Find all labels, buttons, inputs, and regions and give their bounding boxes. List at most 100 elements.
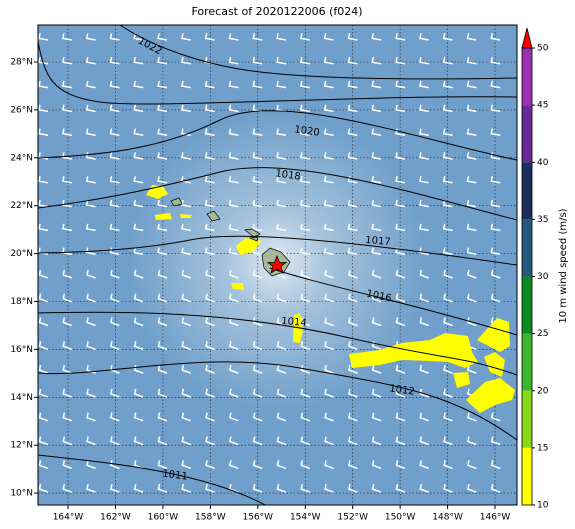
wind-barb — [86, 412, 96, 422]
wind-barb — [466, 104, 477, 113]
wind-barb — [276, 364, 287, 374]
lat-label: 22°N — [10, 201, 33, 211]
wind-barb — [300, 436, 311, 446]
wind-barb — [276, 341, 287, 351]
wind-barb — [371, 57, 382, 65]
wind-barb — [109, 33, 120, 41]
wind-barb — [157, 412, 168, 422]
wind-barb — [324, 317, 334, 327]
wind-barb — [252, 152, 263, 160]
wind-barb — [323, 33, 334, 41]
wind-barb — [157, 460, 168, 470]
wind-barb — [419, 33, 429, 41]
wind-barb — [466, 176, 477, 184]
wind-barb — [442, 33, 453, 41]
wind-barb — [252, 317, 263, 327]
wind-barb — [252, 293, 263, 303]
wind-barb — [229, 269, 239, 279]
wind-barb — [467, 460, 477, 470]
wind-barb — [442, 57, 453, 65]
lat-label: 16°N — [10, 345, 33, 355]
wind-barb — [110, 460, 120, 470]
wind-barb — [85, 199, 96, 208]
wind-barb — [442, 152, 453, 160]
wind-barb — [466, 33, 477, 41]
wind-barb — [181, 293, 192, 303]
wind-barb — [252, 341, 263, 351]
wind-barb — [62, 293, 73, 303]
wind-barb — [181, 364, 192, 374]
wind-barb — [133, 364, 144, 374]
colorbar-extend — [521, 27, 533, 49]
wind-barb — [157, 223, 168, 232]
wind-barb — [109, 176, 120, 184]
colorbar-tick-label: 50 — [537, 44, 549, 54]
wind-barb — [86, 364, 96, 374]
wind-barb — [276, 293, 287, 303]
wind-barb — [133, 223, 144, 232]
wind-barb — [205, 483, 215, 493]
lat-label: 18°N — [10, 297, 33, 307]
wind-barb — [109, 80, 120, 89]
wind-barb — [419, 104, 429, 113]
wind-barb — [38, 80, 49, 89]
wind-barb — [157, 199, 168, 208]
wind-barb — [86, 317, 96, 327]
wind-barb — [157, 128, 168, 136]
wind-barb — [252, 483, 263, 493]
wind-barb — [348, 460, 358, 470]
wind-barb — [228, 247, 239, 255]
lat-label: 26°N — [10, 105, 33, 115]
wind-barb — [85, 128, 96, 136]
wind-barb — [371, 364, 382, 374]
isobar-label: 1018 — [275, 168, 302, 182]
wind-barb — [490, 104, 501, 113]
wind-barb — [300, 80, 310, 89]
wind-barb — [228, 104, 239, 113]
wind-barb — [419, 412, 430, 422]
wind-barb — [133, 176, 144, 184]
wind-barb — [181, 128, 191, 136]
wind-barb — [324, 460, 334, 470]
wind-barb — [300, 33, 310, 41]
wind-barb — [395, 104, 406, 113]
location-star — [266, 254, 288, 274]
lat-label: 10°N — [10, 489, 33, 499]
wind-barb — [62, 341, 73, 351]
wind-barb — [157, 104, 168, 113]
wind-barb — [110, 341, 120, 351]
isobar-label: 1012 — [389, 383, 416, 397]
wind-barb — [157, 483, 168, 493]
colorbar-tick-label: 15 — [537, 443, 548, 453]
wind-barb — [466, 152, 477, 160]
wind-barb — [443, 412, 453, 422]
wind-barb — [395, 436, 406, 446]
wind-barb — [157, 247, 168, 255]
wind-barb — [276, 460, 287, 470]
wind-barb — [133, 293, 144, 303]
wind-barb — [348, 341, 358, 351]
wind-barb — [109, 199, 120, 208]
wind-barb — [110, 388, 120, 398]
wind-barb — [204, 152, 215, 160]
wind-barb — [157, 317, 168, 327]
wind-barb — [38, 436, 49, 446]
wind-barb — [133, 33, 144, 41]
wind-barb — [300, 364, 311, 374]
wind-barb — [133, 128, 144, 136]
wind-barb — [395, 80, 406, 89]
wind-barb — [490, 483, 501, 493]
wind-barb — [181, 199, 191, 208]
wind-barb — [276, 436, 287, 446]
wind-barb — [157, 364, 168, 374]
wind-barb — [86, 293, 96, 303]
isobar-label: 1011 — [162, 468, 189, 482]
wind-barb — [110, 317, 120, 327]
wind-barb — [276, 412, 287, 422]
wind-barb — [323, 80, 334, 89]
wind-barb — [181, 247, 191, 255]
wind-barb — [300, 104, 310, 113]
lon-label: 146°W — [480, 513, 511, 523]
wind-barb — [38, 388, 49, 398]
wind-barb — [276, 57, 287, 65]
